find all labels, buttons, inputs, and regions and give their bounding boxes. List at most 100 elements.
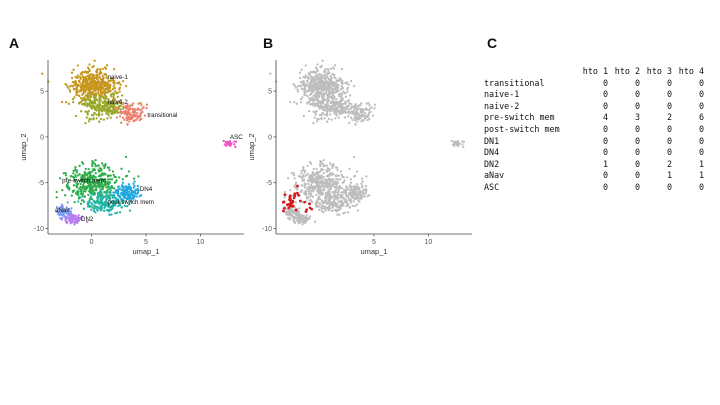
cell-point: [294, 86, 298, 89]
cell-point: [302, 114, 306, 118]
cell-point: [347, 83, 350, 86]
cell-point: [347, 108, 351, 111]
cell-point: [315, 98, 318, 101]
cell-point: [295, 181, 298, 184]
cell-point: [298, 71, 302, 74]
cell-point: [132, 177, 136, 180]
cell-point: [112, 173, 115, 177]
table-cell: 0: [634, 89, 640, 100]
cell-point: [322, 182, 326, 185]
cell-point: [332, 163, 335, 166]
cell-point: [330, 76, 333, 79]
table-row: naive-1 0 0 0 0: [484, 89, 704, 101]
cell-point: [313, 220, 317, 223]
cell-point: [88, 81, 92, 84]
cell-point: [298, 219, 302, 222]
cell-point: [128, 120, 131, 123]
cell-point: [305, 193, 308, 196]
cell-point: [324, 209, 327, 212]
cell-point: [334, 191, 337, 194]
cell-point: [308, 190, 311, 193]
cell-point: [125, 107, 128, 110]
highlight-point: [308, 202, 311, 206]
cell-point: [341, 102, 345, 106]
cell-point: [79, 86, 83, 89]
cell-point: [113, 110, 116, 114]
cell-point: [134, 111, 137, 114]
column-header: hto 1: [582, 66, 608, 76]
cell-point: [319, 187, 322, 190]
cell-point: [135, 195, 138, 198]
table-row: DN2 1 0 2 1: [484, 159, 704, 171]
cell-point: [300, 88, 304, 91]
cell-point: [310, 184, 313, 188]
cell-point: [300, 100, 303, 104]
cell-point: [107, 90, 111, 93]
cell-point: [112, 199, 115, 202]
cell-point: [288, 209, 291, 212]
cell-point: [135, 114, 138, 117]
cell-point: [110, 178, 114, 181]
cell-point: [300, 175, 303, 179]
table-cell: 0: [634, 77, 640, 88]
cell-point: [113, 187, 116, 190]
cell-point: [345, 202, 348, 205]
cell-point: [94, 201, 97, 205]
cell-point: [324, 185, 327, 188]
cell-point: [113, 107, 116, 110]
cell-point: [136, 191, 140, 194]
highlight-point: [282, 209, 285, 213]
cell-point: [296, 88, 299, 91]
cell-point: [301, 223, 304, 226]
cell-point: [327, 81, 330, 84]
cell-point: [59, 214, 62, 217]
cell-point: [336, 105, 339, 109]
cell-point: [315, 95, 318, 98]
cell-point: [91, 164, 94, 168]
cell-point: [60, 204, 63, 208]
table-cell: 0: [666, 89, 672, 100]
cell-point: [317, 205, 320, 208]
cell-point: [346, 115, 350, 118]
cell-point: [351, 111, 355, 114]
cell-point: [318, 80, 322, 84]
cell-point: [68, 88, 71, 91]
cell-point: [320, 193, 323, 196]
cell-point: [88, 172, 92, 175]
umap-a-cluster-labels: naive-1 naive-2 transitional pre-switch mem…: [55, 74, 243, 223]
cell-point: [315, 167, 318, 171]
cell-point: [99, 205, 103, 208]
cell-point: [74, 214, 77, 217]
cluster-label: DN2: [81, 216, 94, 223]
cell-point: [92, 80, 96, 83]
cell-point: [297, 221, 301, 224]
cell-point: [65, 220, 69, 224]
cell-point: [222, 139, 225, 143]
cell-point: [106, 77, 109, 80]
cluster-label: aNav: [55, 207, 70, 214]
cell-point: [82, 77, 85, 80]
cell-point: [335, 183, 338, 186]
cell-point: [96, 198, 99, 202]
cell-point: [339, 88, 343, 91]
cell-point: [78, 173, 81, 176]
cell-point: [120, 188, 123, 192]
cell-point: [76, 83, 79, 87]
cluster-transitional-points: [113, 99, 149, 126]
cell-point: [324, 182, 328, 186]
cell-point: [132, 102, 135, 105]
cell-point: [65, 177, 68, 180]
cell-point: [341, 187, 344, 190]
cell-point: [340, 173, 343, 177]
table-cell: 2: [666, 112, 672, 123]
cell-point: [96, 85, 99, 88]
cell-point: [105, 193, 108, 196]
cell-point: [96, 103, 99, 106]
table-cell: 0: [666, 135, 672, 146]
cell-point: [131, 111, 134, 114]
cell-point: [331, 209, 334, 212]
cell-point: [296, 219, 299, 222]
cell-point: [320, 168, 323, 171]
cell-point: [84, 185, 87, 188]
cell-point: [104, 82, 108, 85]
